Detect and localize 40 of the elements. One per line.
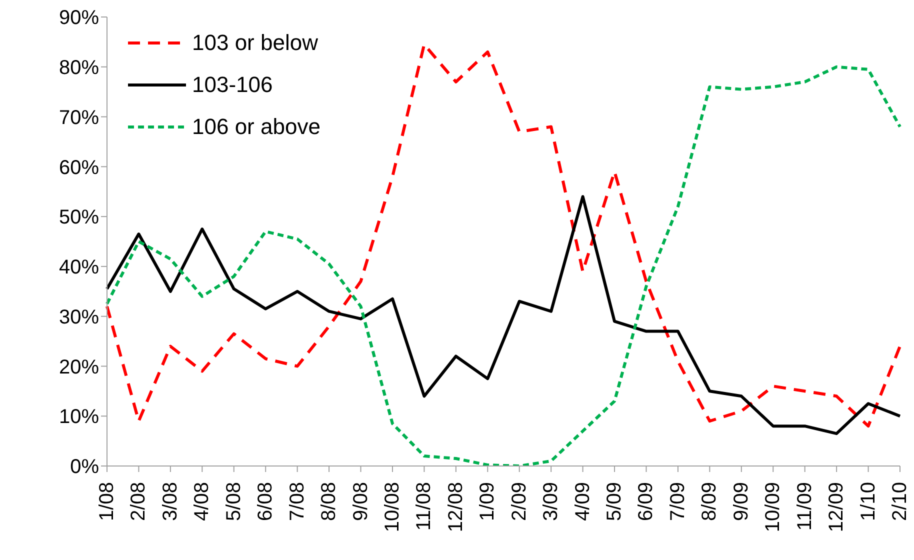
x-tick-label: 8/09 (698, 482, 721, 521)
y-tick-label: 50% (58, 206, 100, 229)
x-tick-label: 8/08 (318, 482, 340, 521)
line-series (106, 195, 902, 436)
y-tick-label: 40% (58, 256, 100, 279)
x-tick-label: 9/08 (350, 482, 372, 521)
y-tick-label: 10% (58, 406, 100, 428)
x-tick-label: 3/08 (159, 482, 182, 521)
x-tick-label: 3/09 (540, 482, 562, 521)
y-tick-label: 0% (70, 456, 100, 478)
legend-label: 103 or below (192, 29, 318, 57)
x-tick-label: 10/09 (762, 482, 784, 532)
x-tick-label: 1/08 (96, 482, 118, 521)
x-tick-label: 2/08 (128, 482, 150, 521)
x-tick-label: 1/10 (857, 482, 880, 521)
x-tick-label: 10/08 (381, 482, 404, 532)
legend-label: 103-106 (192, 71, 273, 99)
y-tick-label: 20% (58, 356, 100, 378)
x-tick-label: 12/09 (826, 482, 848, 532)
x-tick-label: 9/09 (730, 482, 752, 521)
x-tick-label: 6/08 (254, 482, 277, 521)
y-tick-label: 60% (58, 156, 100, 179)
x-tick-label: 11/08 (413, 482, 436, 531)
x-tick-label: 4/08 (191, 482, 214, 521)
x-tick-label: 7/08 (286, 482, 308, 521)
x-tick-label: 1/09 (476, 482, 499, 521)
y-tick-label: 80% (58, 56, 100, 79)
x-tick-label: 4/09 (572, 482, 594, 521)
y-tick-label: 30% (58, 306, 100, 328)
x-tick-label: 11/09 (794, 482, 816, 531)
y-tick-label: 90% (58, 7, 100, 30)
x-tick-label: 5/08 (222, 482, 245, 521)
y-tick-label: 70% (58, 106, 100, 129)
x-tick-label: 2/10 (889, 482, 911, 521)
legend-label: 106 or above (192, 113, 320, 141)
x-tick-label: 5/09 (604, 482, 626, 521)
x-tick-label: 6/09 (635, 482, 658, 521)
x-tick-label: 7/09 (666, 482, 689, 521)
x-tick-label: 12/08 (444, 482, 467, 532)
x-tick-label: 2/09 (508, 482, 530, 521)
